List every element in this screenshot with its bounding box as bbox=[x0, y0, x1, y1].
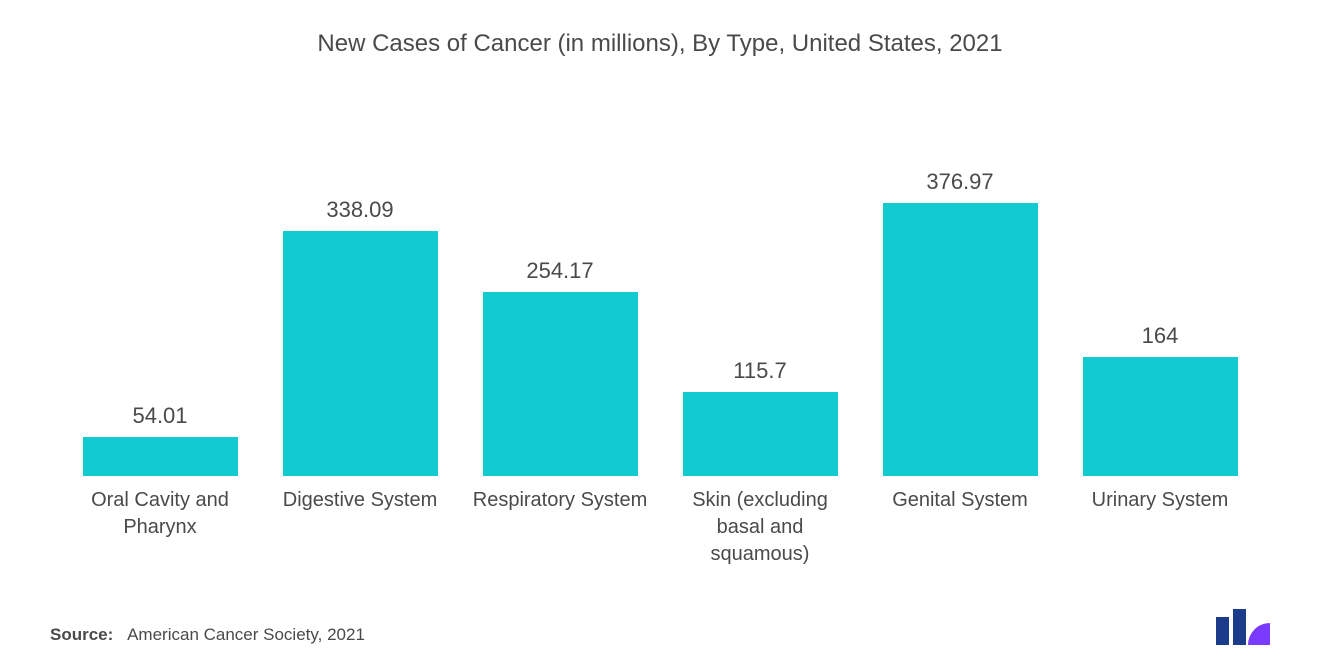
bar-value-label: 164 bbox=[1142, 323, 1179, 349]
logo-bar bbox=[1233, 609, 1246, 645]
bar bbox=[283, 231, 438, 476]
bar-value-label: 115.7 bbox=[733, 358, 786, 384]
source-label: Source: bbox=[50, 625, 113, 644]
x-axis-labels: Oral Cavity and Pharynx Digestive System… bbox=[50, 487, 1270, 597]
bar-value-label: 54.01 bbox=[132, 403, 187, 429]
plot-area: 54.01 338.09 254.17 115.7 376.97 164 bbox=[50, 68, 1270, 477]
logo-bar bbox=[1216, 617, 1229, 645]
bar bbox=[83, 437, 238, 476]
bar-group: 115.7 bbox=[670, 138, 850, 476]
x-label: Genital System bbox=[870, 487, 1050, 597]
x-label: Skin (excluding basal and squamous) bbox=[670, 487, 850, 597]
chart-container: New Cases of Cancer (in millions), By Ty… bbox=[0, 0, 1320, 665]
bar-value-label: 376.97 bbox=[926, 169, 993, 195]
bar-group: 376.97 bbox=[870, 138, 1050, 476]
source-text: American Cancer Society, 2021 bbox=[127, 625, 365, 644]
bar-group: 164 bbox=[1070, 138, 1250, 476]
chart-title: New Cases of Cancer (in millions), By Ty… bbox=[50, 30, 1270, 58]
source-line: Source: American Cancer Society, 2021 bbox=[50, 625, 365, 645]
bar bbox=[883, 203, 1038, 476]
chart-footer: Source: American Cancer Society, 2021 bbox=[50, 597, 1270, 645]
bar bbox=[683, 392, 838, 476]
bar-group: 54.01 bbox=[70, 138, 250, 476]
bar bbox=[483, 292, 638, 476]
x-label: Urinary System bbox=[1070, 487, 1250, 597]
bar-group: 338.09 bbox=[270, 138, 450, 476]
bar bbox=[1083, 357, 1238, 476]
x-label: Oral Cavity and Pharynx bbox=[70, 487, 250, 597]
bar-value-label: 338.09 bbox=[326, 197, 393, 223]
x-label: Respiratory System bbox=[470, 487, 650, 597]
x-label: Digestive System bbox=[270, 487, 450, 597]
bar-group: 254.17 bbox=[470, 138, 650, 476]
brand-logo-icon bbox=[1212, 607, 1270, 645]
logo-arc bbox=[1248, 623, 1270, 645]
bar-value-label: 254.17 bbox=[526, 258, 593, 284]
